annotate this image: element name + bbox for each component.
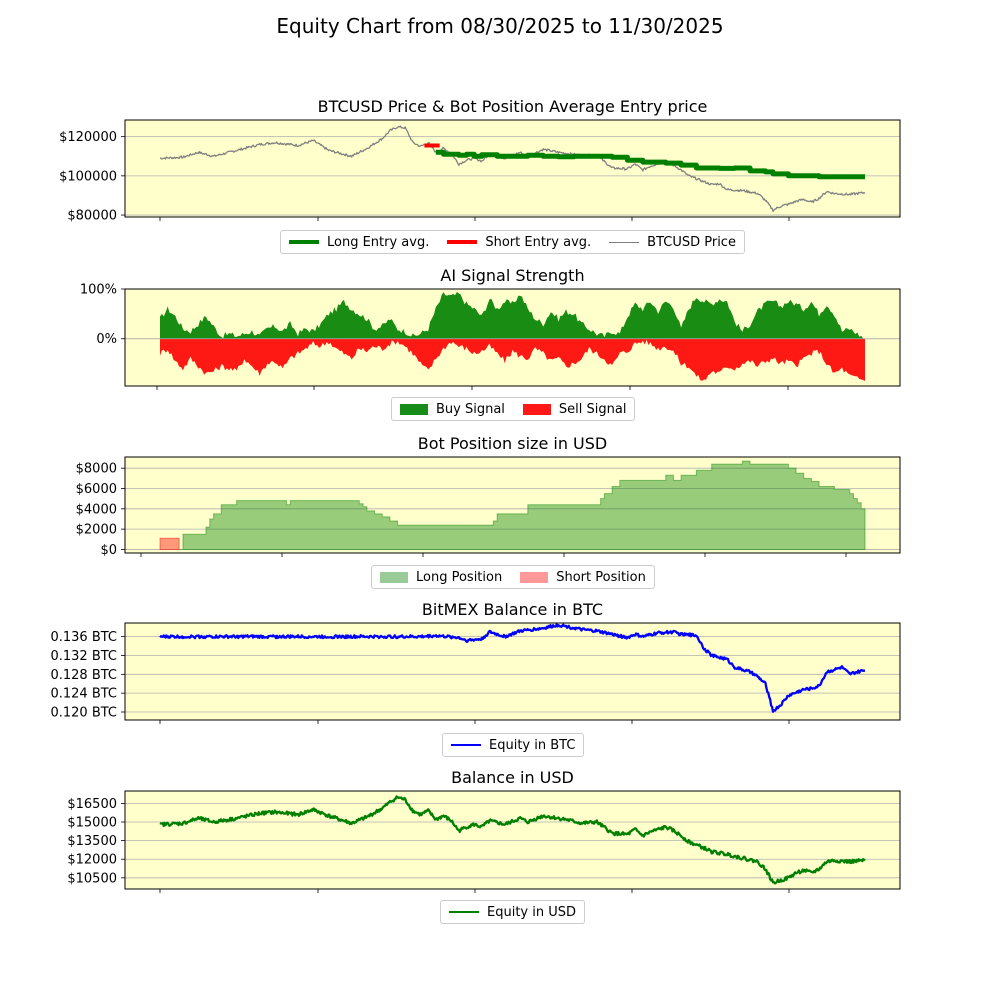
legend-item: Equity in USD: [449, 905, 576, 920]
legend-position: Long Position Short Position: [371, 565, 655, 589]
y-tick-label: 0.124 BTC: [50, 687, 117, 702]
panel-signal: 0% 100% AI Signal Strength: [80, 266, 901, 390]
figure-title: Equity Chart from 08/30/2025 to 11/30/20…: [276, 14, 724, 38]
axes-frame: [124, 119, 901, 218]
legend-label: Short Position: [556, 569, 646, 585]
y-tick-label: 0.128 BTC: [50, 668, 117, 683]
legend-patch-swatch: [522, 403, 551, 415]
plot-background: [125, 623, 900, 720]
axes-frame: [124, 456, 901, 554]
series-sell-signal: [160, 338, 865, 381]
series-group: [159, 460, 866, 550]
legend-usd: Equity in USD: [440, 900, 586, 924]
legend-item: Sell Signal: [522, 401, 627, 417]
legend-btc: Equity in BTC: [442, 733, 585, 757]
legend-item: Short Position: [520, 570, 646, 585]
y-tick-label: $16500: [67, 797, 117, 812]
y-tick-label: 0.136 BTC: [50, 630, 117, 645]
legend-item: Long Position: [380, 570, 502, 585]
legend-signal: Buy Signal Sell Signal: [391, 397, 636, 421]
legend-patch-swatch: [520, 571, 549, 583]
y-tick-label: $13500: [67, 834, 117, 849]
plot-background: [125, 791, 900, 889]
legend-line-swatch: [289, 240, 319, 244]
legend-label: Sell Signal: [558, 401, 627, 417]
y-tick-label: $15000: [67, 816, 117, 831]
panel-title: Bot Position size in USD: [418, 434, 607, 453]
y-tick-label: $8000: [76, 462, 117, 477]
legend-price: Long Entry avg. Short Entry avg. BTCUSD Pr…: [280, 230, 745, 254]
legend-item: Short Entry avg.: [447, 235, 591, 250]
legend-item: Buy Signal: [400, 402, 505, 417]
axes-frame: [124, 288, 901, 387]
legend-line-swatch: [449, 911, 479, 913]
panel-title: Balance in USD: [451, 768, 574, 787]
y-tick-label: 100%: [80, 283, 117, 298]
series-buy-signal: [160, 292, 865, 339]
legend-line-swatch: [451, 744, 481, 746]
legend-label: Short Entry avg.: [485, 234, 592, 250]
legend-label: Buy Signal: [436, 401, 505, 417]
series-equity-in-usd: [159, 795, 866, 885]
legend-label: BTCUSD Price: [647, 234, 736, 250]
y-tick-label: $0: [100, 543, 117, 558]
legend-item: BTCUSD Price: [609, 235, 736, 250]
plot-background: [125, 120, 900, 217]
y-tick-label: $12000: [67, 853, 117, 868]
y-tick-label: $6000: [76, 482, 117, 497]
y-tick-label: $120000: [59, 130, 117, 145]
series-group: [159, 623, 866, 713]
panel-title: BitMEX Balance in BTC: [422, 600, 603, 619]
legend-item: Long Entry avg.: [289, 235, 429, 250]
plot-background: [125, 457, 900, 553]
series-long-position: [179, 460, 866, 550]
y-tick-label: $100000: [59, 169, 117, 184]
panel-usd: $10500 $12000 $13500 $15000 $16500 Balance in…: [67, 768, 901, 893]
y-tick-label: 0.120 BTC: [50, 705, 117, 720]
legend-label: Long Entry avg.: [327, 234, 430, 250]
panel-btc: 0.120 BTC 0.124 BTC 0.128 BTC 0.132 BTC 0.13…: [50, 600, 901, 724]
y-tick-label: 0%: [96, 332, 117, 347]
series-group: [160, 292, 865, 381]
legend-patch-swatch: [380, 571, 408, 583]
series-group: [159, 795, 866, 885]
panel-price: $80000 $100000 $120000 BTCUSD Price & Bot P…: [59, 97, 901, 224]
legend-label: Long Position: [416, 569, 503, 585]
legend-label: Equity in BTC: [489, 737, 576, 753]
legend-label: Equity in USD: [487, 904, 577, 920]
series-long-entry-avg: [435, 149, 865, 180]
series-short-position: [159, 537, 180, 550]
y-tick-label: $4000: [76, 502, 117, 517]
legend-patch-swatch: [400, 403, 428, 415]
panel-title: BTCUSD Price & Bot Position Average Entr…: [318, 97, 708, 116]
legend-item: Equity in BTC: [451, 738, 575, 753]
legend-line-swatch: [609, 241, 640, 243]
series-equity-in-btc: [159, 623, 866, 713]
series-group: [159, 125, 866, 212]
y-tick-label: $80000: [67, 209, 117, 224]
y-tick-label: 0.132 BTC: [50, 649, 117, 664]
panel-position: $0 $2000 $4000 $6000 $8000 Bot Position size …: [76, 434, 901, 558]
y-tick-label: $2000: [76, 523, 117, 538]
axes-frame: [124, 790, 901, 890]
legend-line-swatch: [447, 240, 478, 244]
y-tick-label: $10500: [67, 871, 117, 886]
panel-title: AI Signal Strength: [440, 266, 584, 285]
axes-frame: [124, 622, 901, 721]
